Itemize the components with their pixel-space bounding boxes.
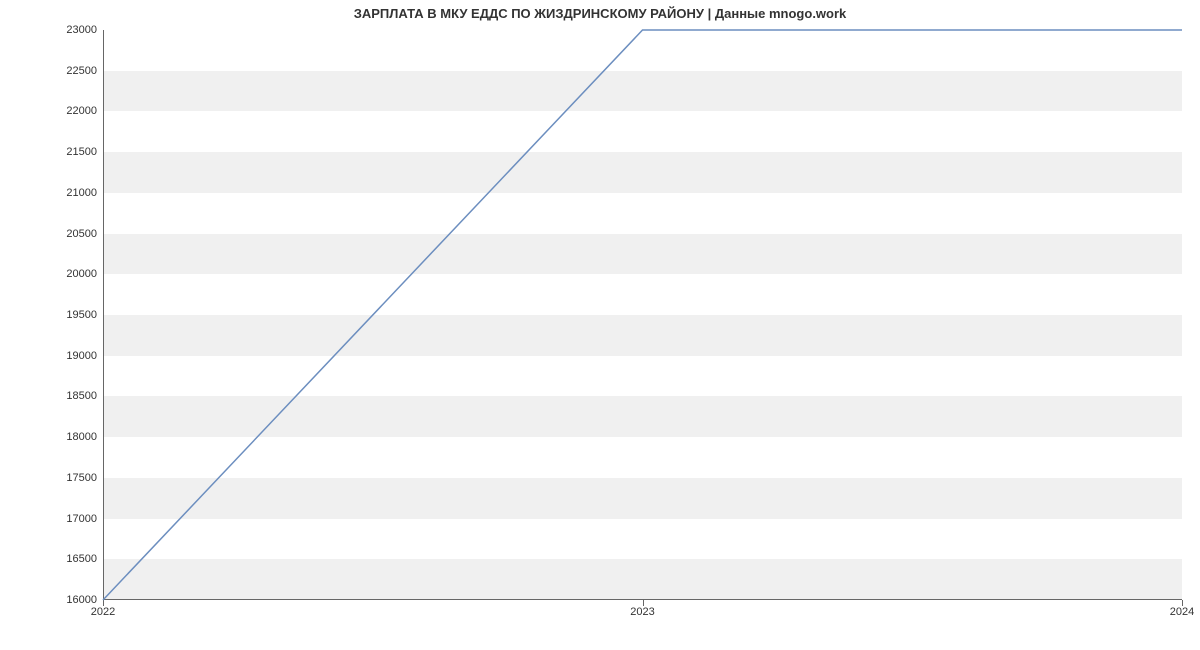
series-salary [103,30,1182,600]
y-tick-label: 18000 [66,431,103,443]
y-tick-label: 17500 [66,472,103,484]
chart-title: ЗАРПЛАТА В МКУ ЕДДС ПО ЖИЗДРИНСКОМУ РАЙО… [0,6,1200,21]
series-layer [103,30,1182,600]
y-tick-label: 16500 [66,553,103,565]
y-tick-label: 20000 [66,268,103,280]
y-tick-label: 18500 [66,390,103,402]
x-tick-label: 2024 [1170,600,1194,618]
y-tick-label: 19500 [66,309,103,321]
y-tick-label: 20500 [66,228,103,240]
y-tick-label: 21000 [66,187,103,199]
y-tick-label: 21500 [66,146,103,158]
y-tick-label: 22500 [66,65,103,77]
x-tick-label: 2023 [630,600,654,618]
y-tick-label: 17000 [66,513,103,525]
x-tick-label: 2022 [91,600,115,618]
y-tick-label: 19000 [66,350,103,362]
y-tick-label: 23000 [66,24,103,36]
y-tick-label: 22000 [66,105,103,117]
plot-area: 1600016500170001750018000185001900019500… [103,30,1182,600]
chart-container: ЗАРПЛАТА В МКУ ЕДДС ПО ЖИЗДРИНСКОМУ РАЙО… [0,0,1200,650]
